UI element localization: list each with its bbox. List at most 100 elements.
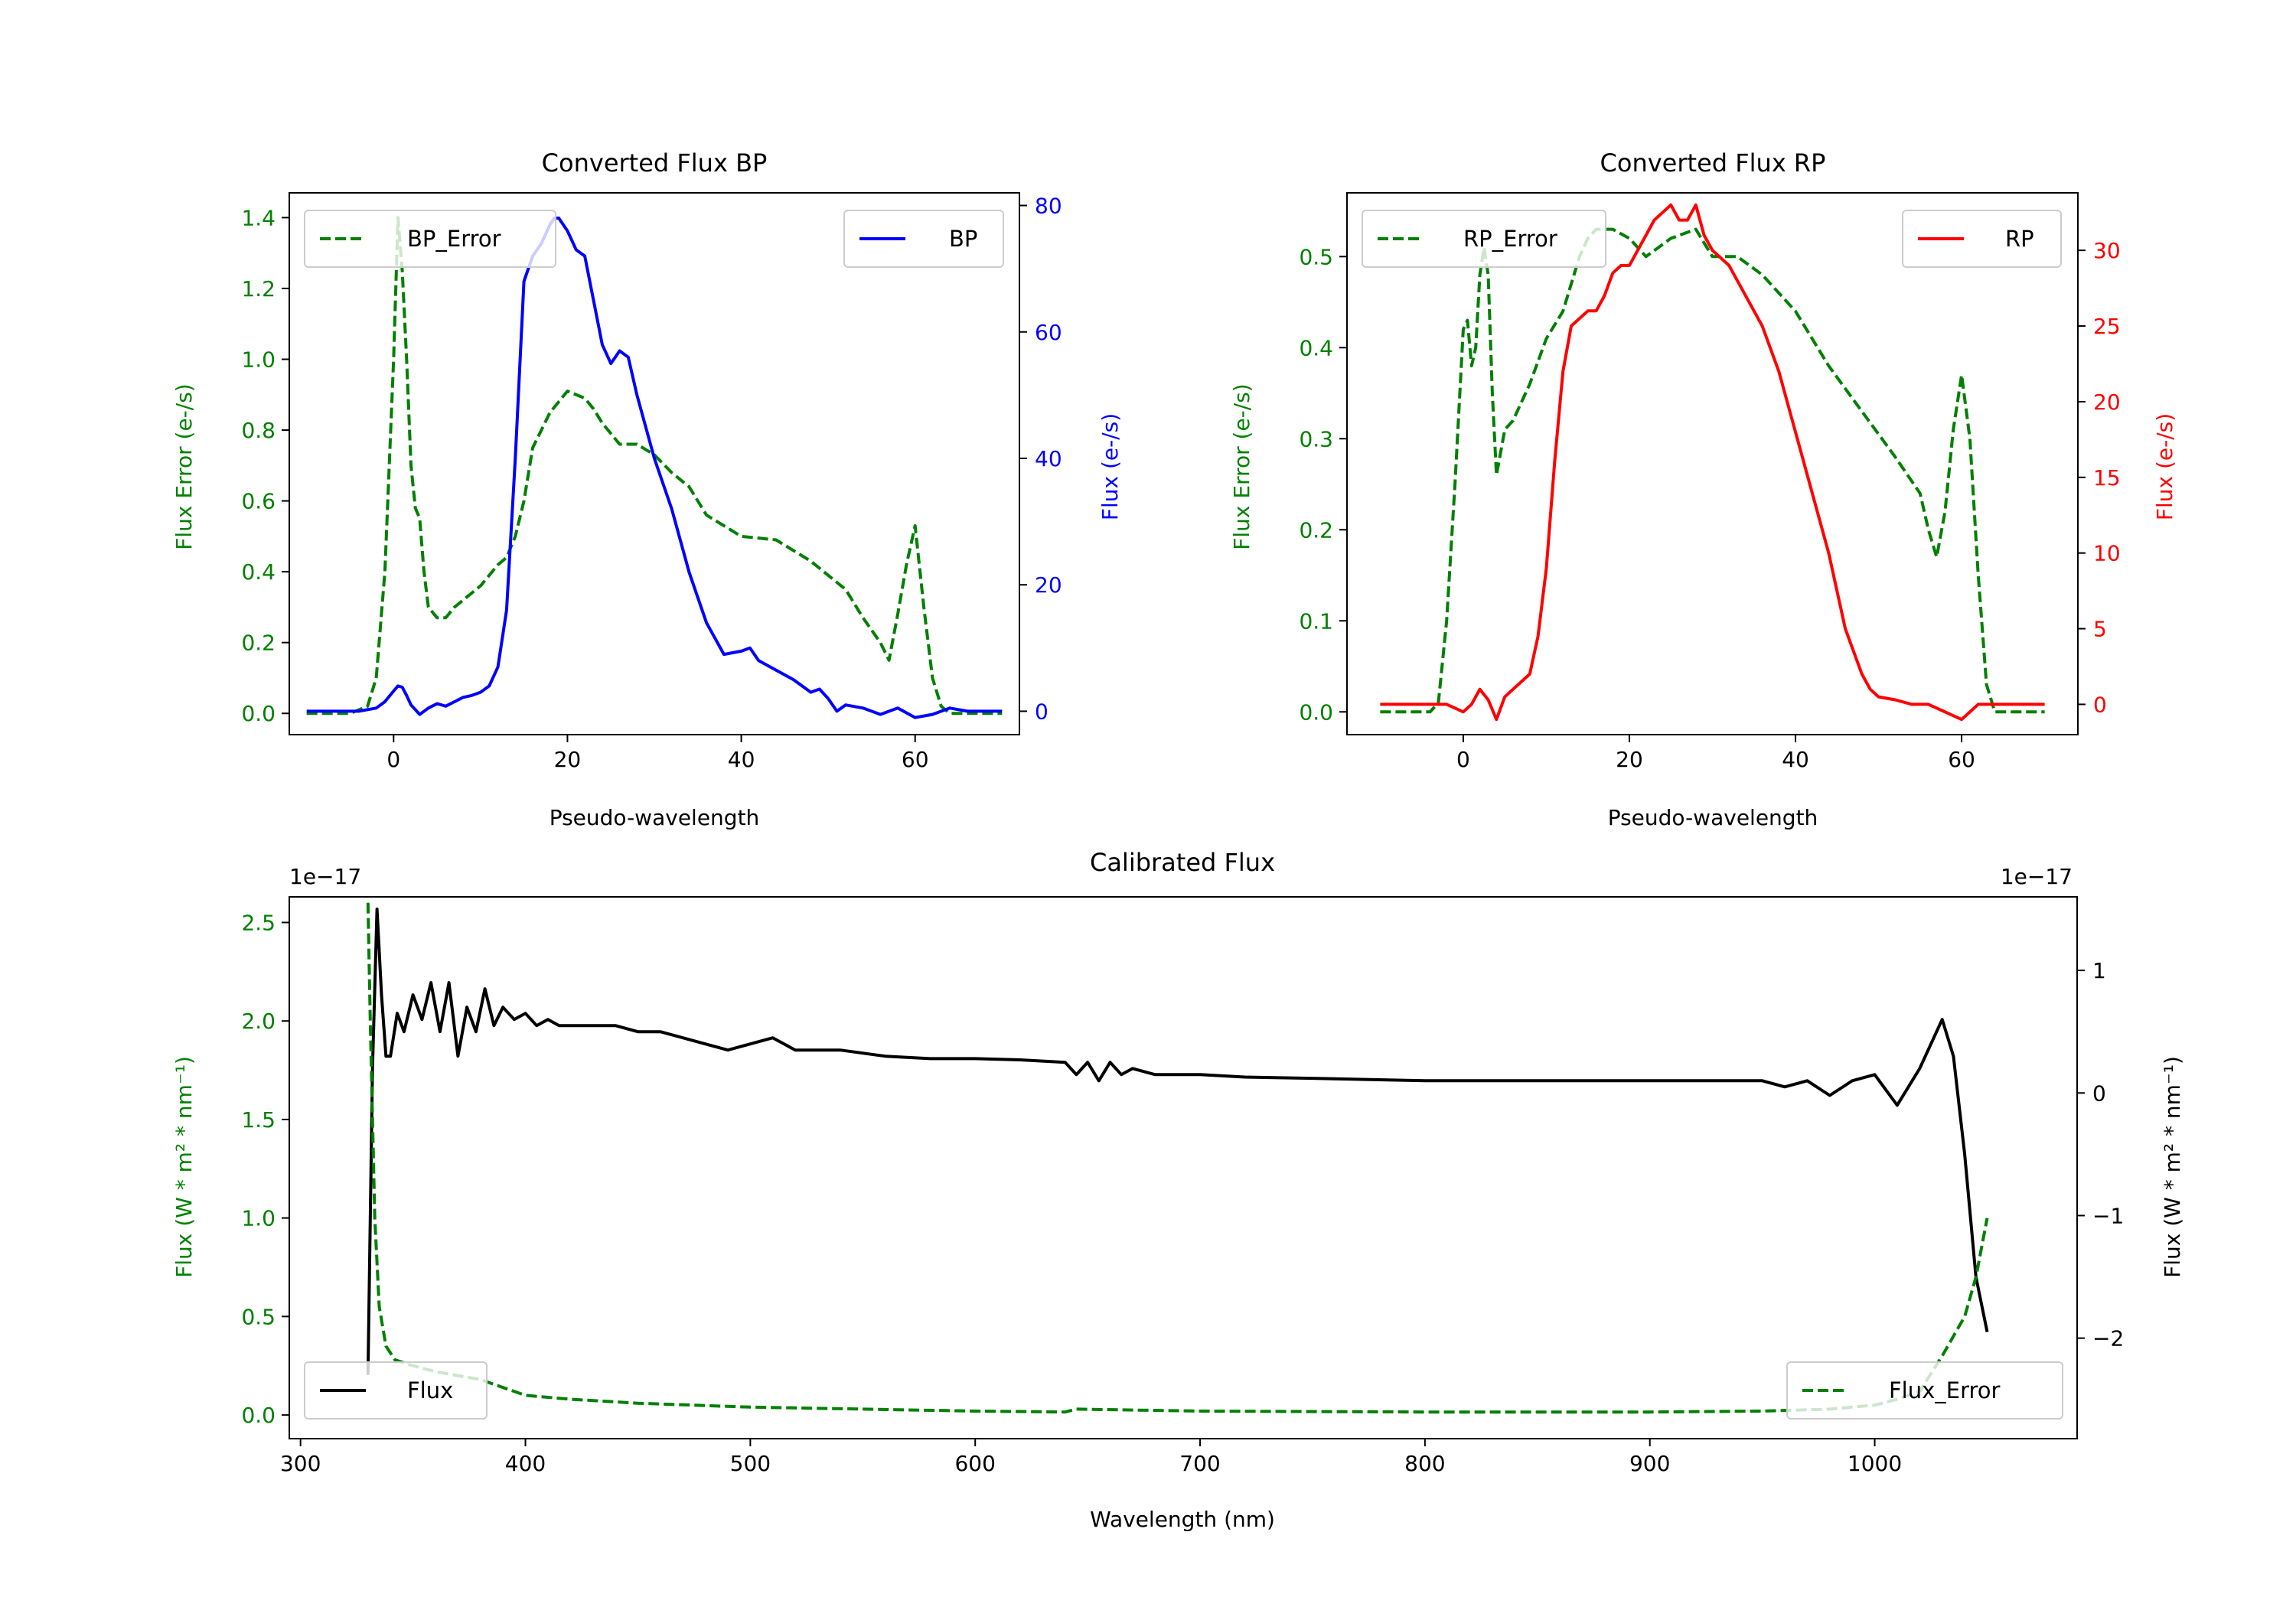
- rp-ytick-right-label: 25: [2093, 314, 2121, 339]
- calibrated-series-flux-error-line: [366, 902, 1989, 1414]
- calibrated-ytick-left-label: 2.5: [241, 910, 276, 935]
- bp-ytick-left-label: 0.6: [241, 489, 276, 514]
- panel-calibrated: Calibrated Flux Wavelength (nm) 1e−17 1e…: [171, 848, 2185, 1532]
- calibrated-ytick-right-label: −1: [2092, 1203, 2124, 1228]
- bp-axes-frame: [289, 192, 1020, 735]
- rp-xtick-label: 60: [1948, 747, 1975, 772]
- bp-ytick-right-label: 0: [1035, 699, 1049, 724]
- bp-ytick-left-label: 0.8: [241, 418, 276, 443]
- rp-series-rp-line: [1380, 203, 2045, 722]
- bp-ytick-left-label: 1.4: [241, 205, 276, 230]
- bp-ytick-left-label: 1.0: [241, 347, 276, 372]
- bp-xtick-label: 0: [386, 747, 400, 772]
- calibrated-error-legend: Flux_Error: [1786, 1361, 2063, 1420]
- rp-ytick-left-label: 0.2: [1299, 517, 1333, 543]
- rp-legend-label: RP: [2005, 226, 2034, 252]
- bp-xtick-label: 60: [902, 747, 929, 772]
- rp-ytick-right-label: 5: [2093, 617, 2107, 642]
- rp-ytick-right-label: 0: [2093, 692, 2107, 717]
- calibrated-xtick-label: 1000: [1848, 1451, 1902, 1476]
- calibrated-xtick-label: 700: [1179, 1451, 1220, 1476]
- bp-ytick-right-label: 80: [1035, 194, 1062, 219]
- calibrated-title: Calibrated Flux: [1090, 848, 1275, 877]
- calibrated-xtick-label: 400: [505, 1451, 546, 1476]
- bp-legend-box: [843, 210, 1004, 268]
- bp-error-legend: BP_Error: [304, 210, 556, 268]
- bp-ytick-left-label: 0.4: [241, 559, 276, 585]
- calibrated-plot-area: [366, 902, 1989, 1414]
- bp-ylabel-left: Flux Error (e-/s): [171, 383, 197, 549]
- bp-plot-area: [306, 216, 1003, 719]
- calibrated-offset-left: 1e−17: [289, 864, 361, 889]
- rp-error-legend-label: RP_Error: [1463, 226, 1557, 252]
- bp-ytick-right-label: 40: [1035, 446, 1062, 471]
- flux-error-legend-label: Flux_Error: [1889, 1377, 2001, 1403]
- calibrated-xtick-label: 600: [954, 1451, 995, 1476]
- calibrated-series-flux-line: [366, 908, 1989, 1375]
- bp-legend-label: BP: [949, 226, 977, 252]
- calibrated-ytick-right-label: 1: [2092, 958, 2106, 983]
- rp-xtick-label: 0: [1456, 747, 1470, 772]
- bp-xtick-label: 40: [728, 747, 755, 772]
- calibrated-ytick-left-label: 2.0: [241, 1009, 276, 1034]
- rp-series-rp-error-line: [1380, 227, 2045, 714]
- rp-ytick-left-label: 0.1: [1299, 608, 1333, 634]
- bp-series-bp-error-line: [306, 216, 1003, 715]
- rp-ytick-left-label: 0.5: [1299, 244, 1333, 269]
- rp-xlabel: Pseudo-wavelength: [1608, 805, 1818, 830]
- flux-legend-label: Flux: [407, 1377, 453, 1403]
- flux-legend-box: [304, 1361, 488, 1420]
- calibrated-xtick-label: 900: [1629, 1451, 1670, 1476]
- calibrated-ytick-right-label: −2: [2092, 1326, 2124, 1351]
- calibrated-axes: 300 400 500 600 700 800 900 1000 0.0 0.5 1.0 1.5 2.0…: [241, 896, 2124, 1476]
- calibrated-axes-frame: [289, 896, 2078, 1439]
- calibrated-ytick-right-label: 0: [2092, 1081, 2106, 1106]
- rp-title: Converted Flux RP: [1600, 148, 1826, 178]
- bp-series-bp-line: [306, 217, 1003, 719]
- rp-ytick-left-label: 0.4: [1299, 335, 1333, 360]
- rp-ylabel-left: Flux Error (e-/s): [1229, 383, 1254, 549]
- calibrated-offset-right: 1e−17: [2001, 864, 2073, 889]
- bp-axes: 0 20 40 60 0.0 0.2 0.4 0.6 0.8 1.0 1.2 1.4 0 20 40 60 80: [241, 192, 1062, 772]
- rp-ytick-left-label: 0.0: [1299, 699, 1333, 725]
- calibrated-ytick-left-label: 0.0: [241, 1403, 276, 1428]
- bp-xtick-label: 20: [554, 747, 582, 772]
- calibrated-xtick-label: 500: [730, 1451, 771, 1476]
- calibrated-xtick-label: 800: [1404, 1451, 1445, 1476]
- panel-bp: Converted Flux BP Pseudo-wavelength Flux…: [171, 148, 1123, 830]
- rp-error-legend-box: [1362, 210, 1606, 268]
- rp-legend: RP: [1902, 210, 2062, 268]
- bp-title: Converted Flux BP: [542, 148, 768, 178]
- rp-legend-box: [1902, 210, 2062, 268]
- bp-error-legend-label: BP_Error: [407, 226, 501, 252]
- rp-ytick-right-label: 10: [2093, 541, 2121, 566]
- rp-error-legend: RP_Error: [1362, 210, 1606, 268]
- rp-ytick-right-label: 20: [2093, 390, 2121, 415]
- bp-legend: BP: [843, 210, 1004, 268]
- rp-xtick-label: 40: [1782, 747, 1809, 772]
- rp-ytick-left-label: 0.3: [1299, 426, 1333, 451]
- calibrated-ylabel-left: Flux (W * m² * nm⁻¹): [171, 1056, 197, 1278]
- rp-xtick-label: 20: [1616, 747, 1643, 772]
- bp-ytick-left-label: 0.2: [241, 631, 276, 656]
- calibrated-xlabel: Wavelength (nm): [1090, 1507, 1275, 1532]
- bp-ylabel-right: Flux (e-/s): [1097, 413, 1123, 520]
- calibrated-ytick-left-label: 0.5: [241, 1304, 276, 1329]
- rp-plot-area: [1380, 203, 2045, 722]
- calibrated-ytick-left-label: 1.0: [241, 1206, 276, 1231]
- bp-ytick-left-label: 1.2: [241, 276, 276, 302]
- flux-error-legend-box: [1786, 1361, 2063, 1420]
- bp-error-legend-box: [304, 210, 556, 268]
- panel-rp: Converted Flux RP Pseudo-wavelength Flux…: [1229, 148, 2177, 830]
- bp-ytick-left-label: 0.0: [241, 701, 276, 726]
- rp-axes: 0 20 40 60 0.0 0.1 0.2 0.3 0.4 0.5 0 5 10 15 20 25 30: [1299, 192, 2121, 772]
- calibrated-flux-legend: Flux: [304, 1361, 488, 1420]
- rp-ylabel-right: Flux (e-/s): [2152, 413, 2177, 520]
- bp-xlabel: Pseudo-wavelength: [550, 805, 760, 830]
- rp-ytick-right-label: 15: [2093, 465, 2121, 491]
- bp-ytick-right-label: 60: [1035, 320, 1062, 345]
- calibrated-ylabel-right: Flux (W * m² * nm⁻¹): [2160, 1056, 2185, 1278]
- rp-axes-frame: [1346, 192, 2079, 735]
- rp-ytick-right-label: 30: [2093, 238, 2121, 263]
